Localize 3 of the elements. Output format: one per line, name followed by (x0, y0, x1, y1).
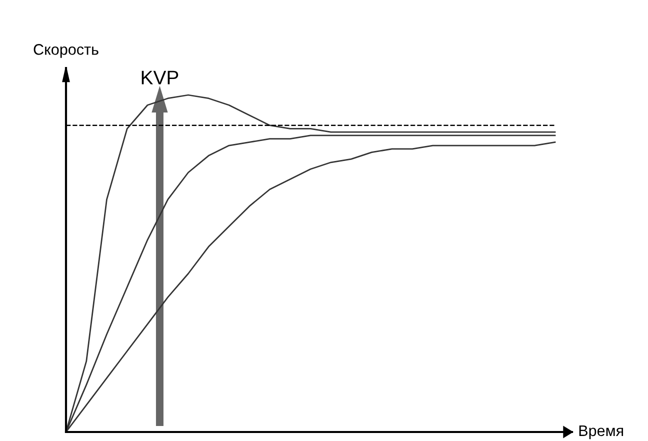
y-axis-title: Скорость (34, 44, 98, 58)
text: KVP (142, 70, 178, 84)
x-axis-title: Время (579, 425, 624, 440)
